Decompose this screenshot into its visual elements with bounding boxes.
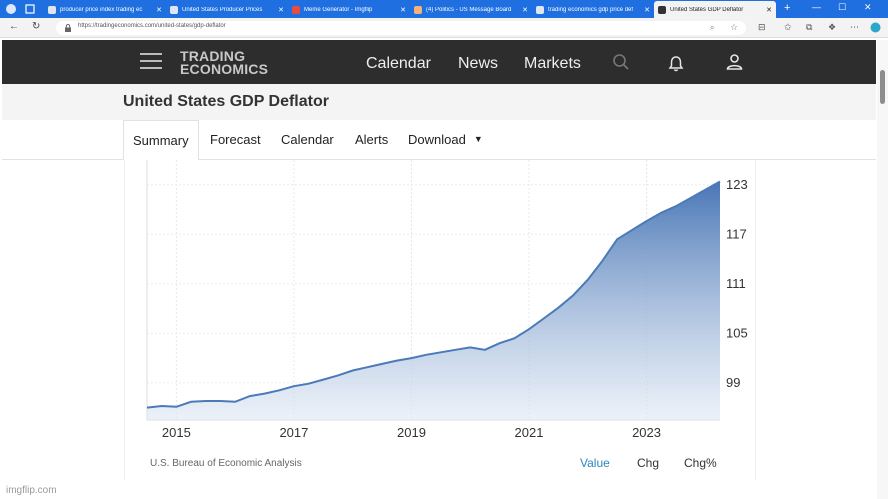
page-scrollbar[interactable] [877,40,888,499]
hamburger-menu-icon[interactable] [140,52,162,70]
collections-icon[interactable]: ⧉ [806,22,813,32]
close-tab-icon[interactable]: ✕ [400,6,406,14]
url-text: https://tradingeconomics.com/united-stat… [78,23,226,29]
new-tab-icon[interactable]: + [784,2,791,14]
search-icon [536,5,544,14]
close-window-icon[interactable]: ✕ [864,2,872,12]
user-account-icon[interactable] [726,53,743,70]
browser-tab[interactable]: producer price index trading ec ✕ [44,1,166,18]
tab-label: trading economics gdp price def [548,6,634,13]
back-icon[interactable]: ← [9,21,19,32]
favorite-star-icon[interactable]: ☆ [730,22,739,32]
imgflip-icon [292,5,300,14]
browser-tab[interactable]: United States Producer Prices ✕ [166,1,288,18]
site-header: TRADING ECONOMICS Calendar News Markets [2,40,876,84]
sub-navigation: Summary Forecast Calendar Alerts Downloa… [2,120,876,160]
url-field[interactable]: https://tradingeconomics.com/united-stat… [56,21,746,35]
close-tab-icon[interactable]: ✕ [522,6,528,14]
search-icon[interactable] [612,53,630,71]
refresh-icon[interactable]: ↻ [32,21,41,32]
maximize-icon[interactable]: ☐ [838,2,847,12]
split-screen-icon[interactable]: ⊟ [758,22,766,32]
x-tick-label: 2021 [515,425,544,440]
browser-tab-active[interactable]: United States GDP Deflator ✕ [654,1,776,18]
tab-strip: producer price index trading ec ✕ United… [0,0,888,18]
tab-label: (4) Politics - US Message Board [426,6,512,13]
data-source: U.S. Bureau of Economic Analysis [150,458,302,469]
tab-alerts[interactable]: Alerts [355,132,389,147]
close-tab-icon[interactable]: ✕ [644,6,650,14]
tab-calendar[interactable]: Calendar [281,132,334,147]
browser-tab[interactable]: trading economics gdp price def ✕ [532,1,654,18]
bell-icon[interactable] [668,55,684,73]
profile-icon[interactable] [5,3,17,15]
logo-line-1: TRADING [180,48,246,64]
x-tick-label: 2019 [397,425,426,440]
more-menu-icon[interactable]: ⋯ [850,22,859,32]
page-title-bar: United States GDP Deflator [2,84,876,120]
tab-label: producer price index trading ec [60,6,143,13]
nav-calendar[interactable]: Calendar [366,55,431,72]
tab-actions-icon[interactable] [24,3,36,15]
site-logo[interactable]: TRADING ECONOMICS [180,48,269,77]
gdp-deflator-chart[interactable]: 99 105 111 117 123 2015 2017 2019 2021 2023 [125,160,757,460]
y-tick-label: 105 [726,325,748,340]
x-tick-label: 2023 [632,425,661,440]
close-tab-icon[interactable]: ✕ [278,6,284,14]
tab-forecast[interactable]: Forecast [210,132,261,147]
tab-label: United States Producer Prices [182,6,263,13]
y-tick-label: 111 [726,276,746,291]
nav-markets[interactable]: Markets [524,55,581,72]
x-tick-label: 2017 [279,425,308,440]
series-area [147,181,720,420]
imgflip-watermark: imgflip.com [6,485,57,496]
chart-container: 99 105 111 117 123 2015 2017 2019 2021 2023 [124,160,756,480]
download-label: Download [408,132,466,147]
tab-summary[interactable]: Summary [123,120,199,160]
page-title: United States GDP Deflator [123,93,329,110]
y-tick-label: 123 [726,177,748,192]
value-toggle[interactable]: Value [580,456,610,470]
series-line [146,180,721,409]
minimize-icon[interactable]: — [812,2,821,12]
zoom-icon[interactable]: ⌕ [710,23,715,32]
scroll-thumb[interactable] [880,70,885,104]
extensions-icon[interactable]: ❖ [828,22,837,32]
copilot-icon[interactable] [870,22,881,33]
change-percent-toggle[interactable]: Chg% [684,456,717,470]
trading-economics-icon [170,5,178,14]
tab-label: United States GDP Deflator [670,6,744,13]
x-tick-label: 2015 [162,425,191,440]
y-tick-label: 99 [726,375,740,390]
logo-line-2: ECONOMICS [180,61,269,77]
close-tab-icon[interactable]: ✕ [766,6,772,14]
browser-tab[interactable]: Meme Generator - Imgflip ✕ [288,1,410,18]
close-tab-icon[interactable]: ✕ [156,6,162,14]
trading-economics-icon [658,5,666,14]
flag-icon [414,5,422,14]
dropdown-caret-icon: ▼ [473,134,483,144]
change-toggle[interactable]: Chg [637,456,660,470]
browser-tab[interactable]: (4) Politics - US Message Board ✕ [410,1,532,18]
nav-news[interactable]: News [458,55,499,72]
favorites-icon[interactable]: ✩ [784,22,792,32]
search-icon [48,5,56,14]
tab-download[interactable]: Download ▼ [399,120,492,160]
y-tick-label: 117 [726,226,747,241]
tab-label: Meme Generator - Imgflip [304,6,373,13]
address-bar: ← ↻ https://tradingeconomics.com/united-… [0,18,888,38]
lock-icon [65,24,71,32]
